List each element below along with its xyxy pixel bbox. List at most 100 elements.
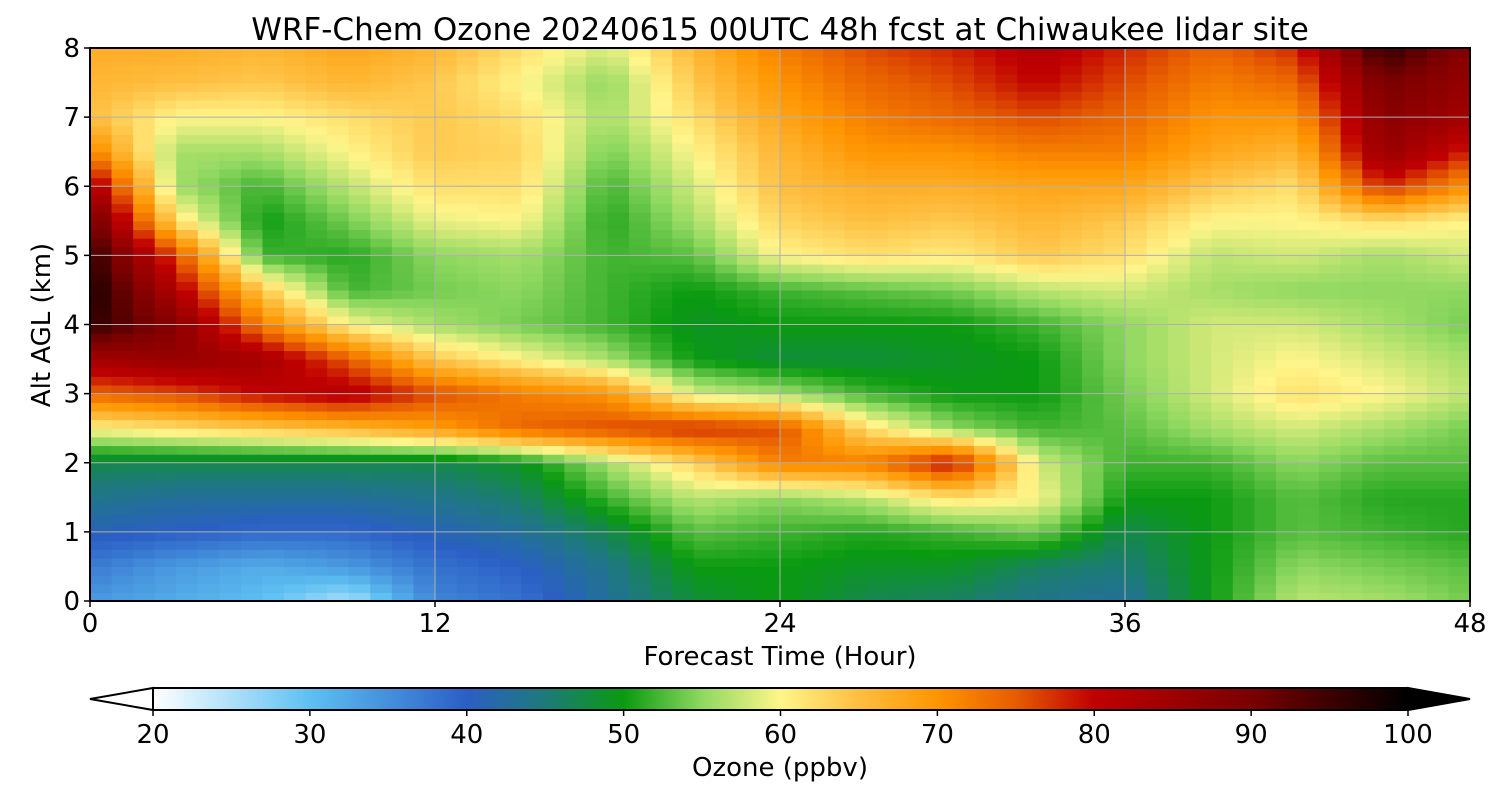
heatmap-cell (974, 410, 997, 421)
heatmap-cell (413, 272, 436, 282)
heatmap-cell (823, 212, 846, 222)
heatmap-cell (1383, 264, 1406, 274)
heatmap-cell (1081, 160, 1105, 170)
heatmap-cell (995, 48, 1018, 58)
heatmap-cell (844, 56, 867, 66)
heatmap-cell (650, 376, 673, 386)
heatmap-cell (284, 324, 307, 334)
heatmap-cell (391, 549, 415, 559)
heatmap-cell (650, 220, 673, 231)
heatmap-cell (111, 359, 134, 369)
heatmap-cell (1146, 531, 1169, 542)
heatmap-cell (1211, 454, 1234, 464)
heatmap-cell (1103, 324, 1126, 334)
heatmap-cell (715, 56, 738, 66)
heatmap-cell (1125, 307, 1148, 317)
heatmap-cell (1168, 177, 1191, 187)
heatmap-cell (564, 289, 587, 300)
heatmap-cell (1383, 168, 1406, 179)
heatmap-cell (154, 540, 177, 550)
heatmap-cell (1362, 160, 1385, 170)
heatmap-cell (1168, 583, 1191, 593)
heatmap-cell (887, 229, 910, 239)
heatmap-cell (1362, 540, 1385, 550)
heatmap-cell (1275, 108, 1299, 118)
heatmap-cell (1103, 376, 1126, 386)
heatmap-cell (1448, 272, 1471, 282)
heatmap-cell (176, 160, 199, 170)
heatmap-cell (413, 445, 436, 455)
heatmap-cell (1146, 298, 1169, 308)
heatmap-cell (1146, 264, 1169, 274)
heatmap-cell (952, 82, 975, 92)
heatmap-cell (1383, 540, 1406, 550)
heatmap-cell (1319, 177, 1342, 187)
heatmap-cell (90, 238, 113, 248)
heatmap-cell (909, 488, 932, 498)
heatmap-cell (262, 203, 285, 213)
heatmap-cell (1362, 151, 1385, 161)
heatmap-cell (1232, 480, 1255, 490)
heatmap-cell (1254, 281, 1277, 291)
heatmap-cell (1060, 82, 1083, 92)
heatmap-cell (1211, 82, 1234, 92)
heatmap-cell (801, 384, 824, 395)
heatmap-cell (219, 220, 242, 231)
heatmap-cell (133, 523, 156, 533)
heatmap-cell (133, 186, 156, 196)
heatmap-cell (736, 272, 760, 282)
heatmap-cell (1254, 514, 1277, 524)
heatmap-cell (844, 143, 867, 153)
heatmap-cell (736, 488, 760, 498)
heatmap-cell (262, 333, 285, 343)
heatmap-cell (995, 99, 1018, 110)
heatmap-cell (823, 229, 846, 239)
heatmap-cell (197, 238, 220, 248)
heatmap-cell (1060, 151, 1083, 161)
heatmap-cell (133, 505, 156, 516)
heatmap-cell (348, 359, 371, 369)
heatmap-cell (650, 315, 673, 326)
heatmap-cell (391, 73, 415, 84)
heatmap-cell (1405, 194, 1428, 205)
heatmap-cell (1297, 557, 1320, 568)
heatmap-cell (1232, 445, 1255, 455)
heatmap-cell (1448, 264, 1471, 274)
heatmap-cell (262, 419, 285, 429)
heatmap-cell (672, 583, 695, 593)
heatmap-cell (499, 246, 522, 256)
heatmap-cell (930, 505, 954, 516)
heatmap-cell (1168, 341, 1191, 352)
heatmap-cell (607, 272, 630, 282)
heatmap-cell (176, 143, 199, 153)
heatmap-cell (844, 531, 867, 542)
heatmap-cell (952, 514, 975, 524)
heatmap-cell (284, 393, 307, 403)
heatmap-cell (1426, 428, 1450, 438)
heatmap-cell (111, 56, 134, 66)
heatmap-cell (456, 177, 479, 187)
heatmap-cell (327, 367, 350, 377)
heatmap-cell (1081, 471, 1105, 481)
heatmap-cell (952, 324, 975, 334)
heatmap-cell (413, 376, 436, 386)
heatmap-cell (1211, 497, 1234, 507)
heatmap-cell (327, 523, 350, 533)
heatmap-cell (930, 497, 954, 507)
heatmap-cell (758, 194, 781, 205)
heatmap-cell (219, 419, 242, 429)
heatmap-cell (219, 333, 242, 343)
heatmap-cell (715, 264, 738, 274)
heatmap-cell (1426, 73, 1450, 84)
heatmap-cell (348, 324, 371, 334)
heatmap-cell (607, 177, 630, 187)
heatmap-cell (887, 540, 910, 550)
heatmap-cell (435, 428, 458, 438)
heatmap-cell (456, 315, 479, 326)
heatmap-cell (629, 462, 652, 472)
heatmap-cell (542, 315, 565, 326)
heatmap-cell (995, 549, 1018, 559)
heatmap-cell (370, 134, 393, 144)
heatmap-cell (693, 592, 716, 602)
heatmap-cell (1383, 454, 1406, 464)
